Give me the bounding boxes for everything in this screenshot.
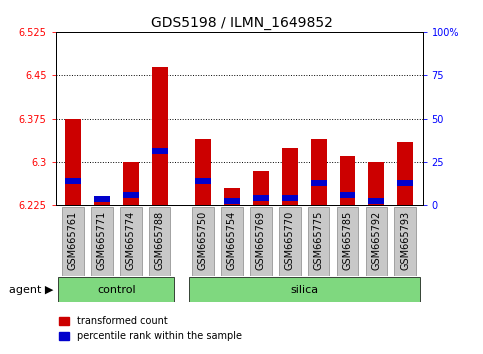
Bar: [340, 156, 355, 205]
Bar: [337, 207, 358, 276]
Bar: [398, 142, 413, 205]
Bar: [58, 277, 174, 302]
Bar: [195, 139, 211, 205]
Bar: [224, 188, 240, 205]
Text: GSM665785: GSM665785: [342, 211, 353, 270]
Text: GSM665771: GSM665771: [97, 211, 107, 270]
Bar: [192, 207, 214, 276]
Text: GSM665775: GSM665775: [313, 211, 324, 270]
Text: GSM665788: GSM665788: [155, 211, 165, 270]
Bar: [149, 207, 170, 276]
Text: silica: silica: [290, 285, 318, 295]
Bar: [398, 181, 413, 186]
Bar: [224, 198, 240, 204]
Bar: [152, 67, 168, 205]
Bar: [250, 207, 271, 276]
Bar: [94, 196, 110, 202]
Bar: [188, 277, 420, 302]
Bar: [123, 162, 139, 205]
Bar: [152, 148, 168, 154]
Text: GSM665770: GSM665770: [284, 211, 295, 270]
Bar: [91, 207, 113, 276]
Bar: [221, 207, 242, 276]
Bar: [340, 192, 355, 198]
Bar: [65, 119, 81, 205]
Bar: [65, 178, 81, 184]
Bar: [123, 192, 139, 198]
Text: agent ▶: agent ▶: [9, 285, 53, 295]
Bar: [253, 171, 269, 205]
Bar: [395, 207, 416, 276]
Bar: [311, 181, 327, 186]
Text: GSM665792: GSM665792: [371, 211, 382, 270]
Text: control: control: [97, 285, 136, 295]
Bar: [369, 198, 384, 204]
Text: GSM665769: GSM665769: [256, 211, 266, 270]
Bar: [308, 207, 329, 276]
Bar: [94, 200, 110, 205]
Bar: [253, 195, 269, 201]
Bar: [120, 207, 142, 276]
Text: GDS5198 / ILMN_1649852: GDS5198 / ILMN_1649852: [151, 16, 332, 30]
Bar: [62, 207, 84, 276]
Text: GSM665793: GSM665793: [400, 211, 410, 270]
Bar: [195, 178, 211, 184]
Bar: [282, 195, 298, 201]
Bar: [369, 162, 384, 205]
Bar: [311, 139, 327, 205]
Bar: [279, 207, 300, 276]
Text: GSM665754: GSM665754: [227, 211, 237, 270]
Bar: [282, 148, 298, 205]
Bar: [366, 207, 387, 276]
Text: GSM665750: GSM665750: [198, 211, 208, 270]
Text: GSM665761: GSM665761: [68, 211, 78, 270]
Legend: transformed count, percentile rank within the sample: transformed count, percentile rank withi…: [56, 313, 246, 345]
Text: GSM665774: GSM665774: [126, 211, 136, 270]
